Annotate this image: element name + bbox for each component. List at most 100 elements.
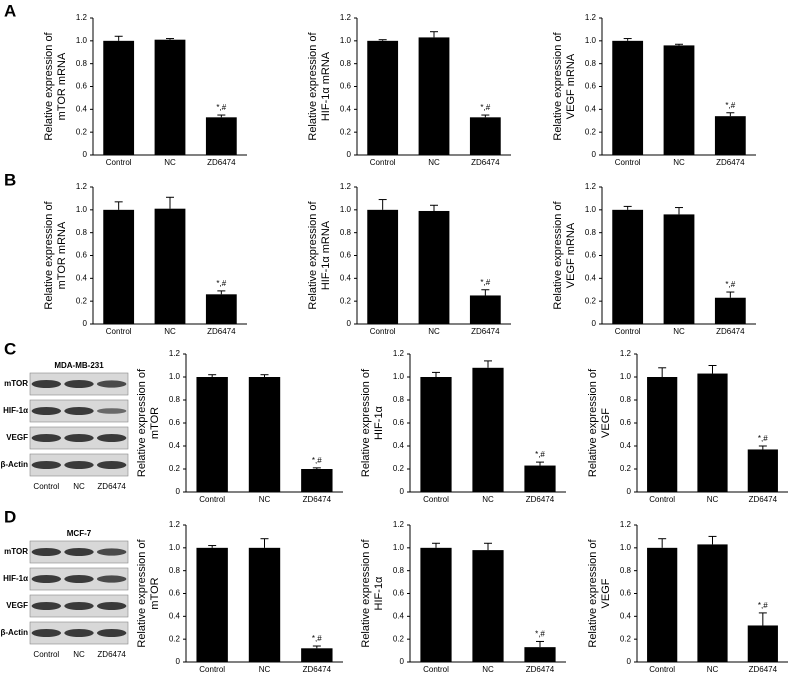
bar <box>205 117 237 155</box>
error-bar <box>675 207 683 215</box>
blot-band <box>31 461 62 469</box>
significance-label: *,# <box>312 634 322 643</box>
y-tick-label: 1.0 <box>393 543 405 552</box>
y-tick-label: 0.4 <box>585 273 597 282</box>
y-tick-label: 0.8 <box>393 395 405 404</box>
bar <box>472 550 504 662</box>
bar <box>697 373 728 492</box>
bar <box>612 40 644 156</box>
x-tick-label: NC <box>164 327 176 336</box>
x-tick-label: Control <box>649 495 675 504</box>
y-tick-label: 0.6 <box>620 418 632 427</box>
y-axis-label: Relative expression of <box>136 368 148 477</box>
bar <box>663 45 695 155</box>
y-axis-label: Relative expression of <box>307 31 319 140</box>
error-bar <box>430 204 438 211</box>
blot-row-label: β-Actin <box>0 628 28 637</box>
blot-lane-label: ZD6474 <box>97 482 126 491</box>
x-tick-label: NC <box>259 665 271 674</box>
x-tick-label: Control <box>423 495 449 504</box>
y-tick-label: 1.2 <box>620 520 632 529</box>
y-axis-label: Relative expression of <box>360 538 372 647</box>
bar <box>469 117 501 155</box>
bar <box>205 294 237 324</box>
blot-band <box>31 575 62 583</box>
error-bar <box>675 43 683 46</box>
y-tick-label: 0 <box>347 150 352 159</box>
x-tick-label: ZD6474 <box>207 158 236 167</box>
y-tick-label: 0.8 <box>169 395 181 404</box>
y-tick-label: 1.2 <box>76 13 88 22</box>
bar <box>714 116 746 155</box>
y-tick-label: 0 <box>627 657 632 666</box>
y-tick-label: 1.0 <box>76 205 88 214</box>
y-axis-label: Relative expression of <box>587 538 599 647</box>
y-tick-label: 0.2 <box>620 634 632 643</box>
bar <box>154 39 186 155</box>
significance-label: *,# <box>725 280 735 289</box>
bar <box>154 208 186 324</box>
blot-band <box>64 380 94 388</box>
error-bar <box>217 290 226 295</box>
y-tick-label: 0.4 <box>585 104 597 113</box>
blot-band <box>96 548 127 556</box>
blot-band <box>96 434 127 442</box>
blot-row-label: HIF-1α <box>3 574 28 583</box>
error-bar <box>623 205 632 210</box>
bar <box>196 377 228 492</box>
y-axis-label: VEGF mRNA <box>565 222 577 288</box>
error-bar <box>114 35 123 41</box>
y-tick-label: 0.4 <box>340 273 352 282</box>
y-axis-label: mTOR mRNA <box>56 52 68 120</box>
x-tick-label: ZD6474 <box>207 327 236 336</box>
y-tick-label: 0.4 <box>393 441 405 450</box>
bar <box>612 209 644 324</box>
error-bar <box>658 538 667 548</box>
y-tick-label: 0 <box>627 487 632 496</box>
y-tick-label: 0.8 <box>169 566 181 575</box>
error-bar <box>658 367 667 377</box>
blot-lane-label: Control <box>33 482 59 491</box>
y-axis-label: VEGF <box>600 408 612 438</box>
bar <box>196 547 228 662</box>
y-tick-label: 0.6 <box>76 251 88 260</box>
y-tick-label: 0.8 <box>585 59 597 68</box>
significance-label: *,# <box>725 101 735 110</box>
y-axis-label: HIF-1α <box>373 405 385 440</box>
y-axis-label: Relative expression of <box>587 368 599 477</box>
y-tick-label: 0.8 <box>76 228 88 237</box>
blot-band <box>64 434 94 442</box>
error-bar <box>378 199 387 210</box>
error-bar <box>378 39 387 41</box>
y-tick-label: 1.0 <box>76 36 88 45</box>
x-tick-label: Control <box>106 158 132 167</box>
error-bar <box>481 114 490 118</box>
bar <box>524 465 556 492</box>
y-tick-label: 0.4 <box>76 104 88 113</box>
error-bar <box>166 196 174 209</box>
y-tick-label: 1.0 <box>585 36 597 45</box>
error-bar <box>260 538 269 548</box>
y-tick-label: 0.2 <box>585 296 597 305</box>
y-tick-label: 1.0 <box>169 372 181 381</box>
y-tick-label: 1.0 <box>393 372 405 381</box>
x-tick-label: NC <box>164 158 176 167</box>
y-tick-label: 0.2 <box>620 464 632 473</box>
x-tick-label: NC <box>673 327 685 336</box>
y-tick-label: 0.8 <box>340 228 352 237</box>
blot-row-label: mTOR <box>4 379 28 388</box>
y-tick-label: 0 <box>83 150 88 159</box>
y-tick-label: 0.6 <box>169 589 181 598</box>
y-tick-label: 1.2 <box>340 13 352 22</box>
bar <box>524 647 556 662</box>
x-tick-label: NC <box>482 665 494 674</box>
y-axis-label: mTOR mRNA <box>56 221 68 289</box>
bar <box>103 209 135 324</box>
y-tick-label: 0.6 <box>169 418 181 427</box>
blot-band <box>96 629 127 637</box>
panel-label: C <box>4 339 16 358</box>
blot-band <box>96 461 127 469</box>
x-tick-label: ZD6474 <box>303 495 332 504</box>
y-tick-label: 0.4 <box>393 611 405 620</box>
y-axis-label: Relative expression of <box>43 200 55 309</box>
